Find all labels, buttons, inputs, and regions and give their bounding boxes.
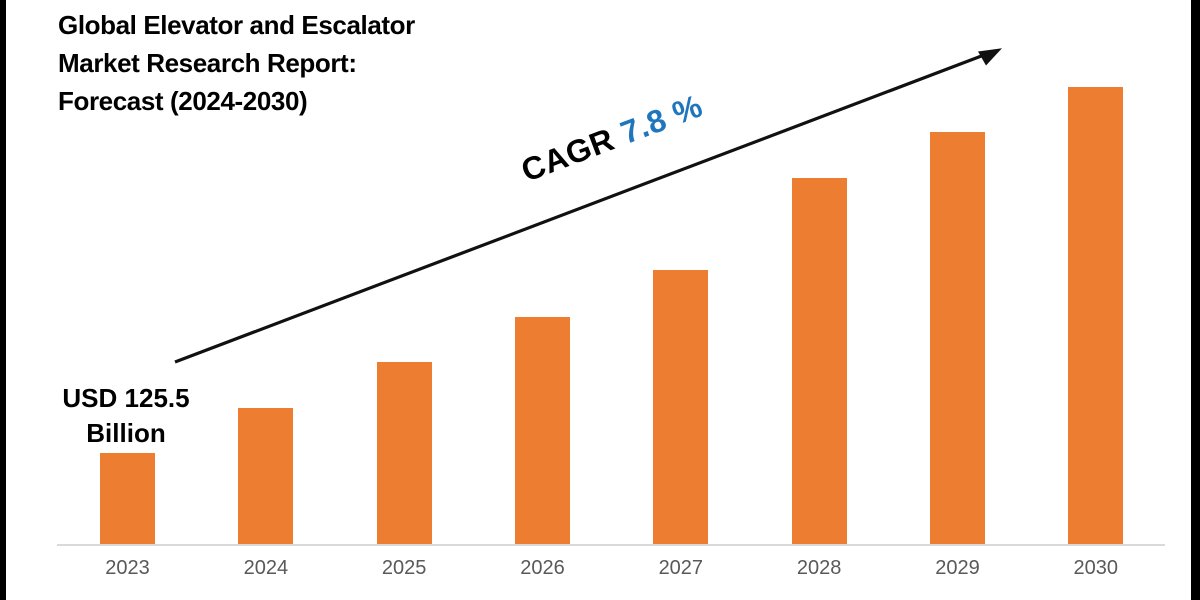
- bar-2023: [100, 453, 155, 544]
- x-axis-line: [57, 544, 1165, 546]
- first-bar-value-label: USD 125.5 Billion: [62, 383, 190, 448]
- bar-2024: [238, 408, 294, 544]
- bar-2030: [1068, 87, 1124, 544]
- cagr-annotation: CAGR7.8 %: [465, 68, 759, 209]
- x-tick-2027: 2027: [658, 557, 704, 579]
- x-tick-2029: 2029: [935, 557, 980, 579]
- bar-2026: [514, 317, 570, 544]
- bar-2027: [653, 270, 709, 544]
- x-tick-2030: 2030: [1073, 557, 1119, 579]
- right-black-border: [1191, 0, 1200, 600]
- x-tick-2025: 2025: [381, 557, 427, 579]
- chart-title: Global Elevator and Escalator Market Res…: [58, 10, 415, 116]
- cagr-value: 7.8 %: [615, 87, 708, 151]
- x-tick-2028: 2028: [796, 557, 842, 579]
- left-black-border: [0, 0, 6, 600]
- x-tick-2023: 2023: [105, 557, 150, 579]
- bar-2029: [929, 132, 985, 544]
- bar-2028: [791, 178, 847, 544]
- cagr-label: CAGR: [516, 120, 620, 189]
- x-tick-2026: 2026: [520, 557, 565, 579]
- x-tick-2024: 2024: [243, 557, 289, 579]
- bar-2025: [376, 362, 432, 544]
